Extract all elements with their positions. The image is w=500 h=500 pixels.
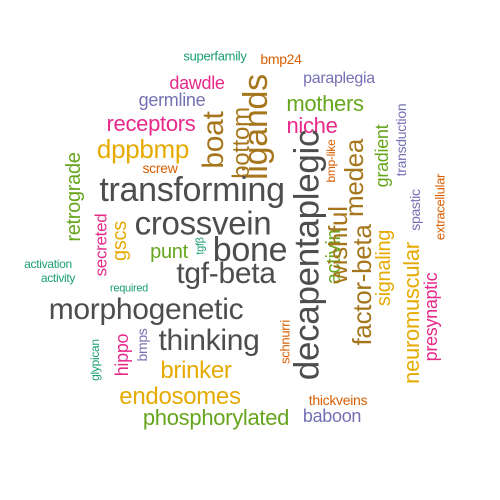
word-germline: germline	[138, 90, 206, 110]
word-decapentaplegic: decapentaplegic	[287, 129, 327, 381]
word-transduction: transduction	[393, 103, 409, 177]
word-thinking: thinking	[158, 324, 260, 357]
word-mothers: mothers	[286, 91, 364, 116]
word-factor-beta: factor-beta	[347, 224, 377, 346]
word-spastic: spastic	[407, 189, 423, 231]
word-neuromuscular: neuromuscular	[399, 242, 424, 384]
word-bmps: bmps	[134, 328, 150, 362]
word-baboon: baboon	[302, 406, 362, 426]
word-crossvein: crossvein	[134, 204, 272, 242]
word-retrograde: retrograde	[63, 152, 85, 242]
word-boat: boat	[197, 111, 230, 169]
word-signaling: signaling	[373, 229, 395, 307]
word-extracellular: extracellular	[432, 173, 448, 241]
word-activation: activation	[24, 257, 72, 271]
word-hippo: hippo	[112, 333, 132, 377]
word-receptors: receptors	[106, 111, 196, 136]
word-bone: bone	[212, 231, 288, 269]
word-bottom: bottom	[228, 107, 255, 179]
word-dppbmp: dppbmp	[96, 134, 190, 164]
word-gscs: gscs	[109, 221, 131, 261]
word-endosomes: endosomes	[119, 383, 241, 410]
word-presynaptic: presynaptic	[421, 272, 441, 362]
word-superfamily: superfamily	[183, 48, 247, 64]
word-bmp24: bmp24	[260, 51, 302, 67]
word-schnurri: schnurri	[277, 320, 293, 364]
word-tgfb: tgfβ	[194, 237, 207, 255]
word-gradient: gradient	[372, 124, 392, 188]
word-secreted: secreted	[91, 213, 111, 277]
word-dawdle: dawdle	[169, 73, 225, 93]
word-transforming: transforming	[99, 171, 285, 209]
word-morphogenetic: morphogenetic	[48, 293, 244, 326]
word-brinker: brinker	[160, 357, 232, 384]
word-niche: niche	[286, 113, 338, 138]
word-paraplegia: paraplegia	[303, 70, 375, 87]
word-bmp-like: bmp-like	[324, 139, 338, 183]
word-activity: activity	[40, 271, 76, 285]
word-phosphorylated: phosphorylated	[142, 405, 290, 430]
word-tgf-beta: tgf-beta	[176, 257, 276, 290]
word-thickveins: thickveins	[308, 392, 368, 408]
word-punt: punt	[150, 241, 188, 263]
word-glypican: glypican	[88, 339, 102, 381]
word-medea: medea	[339, 139, 369, 217]
word-required: required	[110, 282, 148, 295]
word-screw: screw	[142, 160, 178, 176]
